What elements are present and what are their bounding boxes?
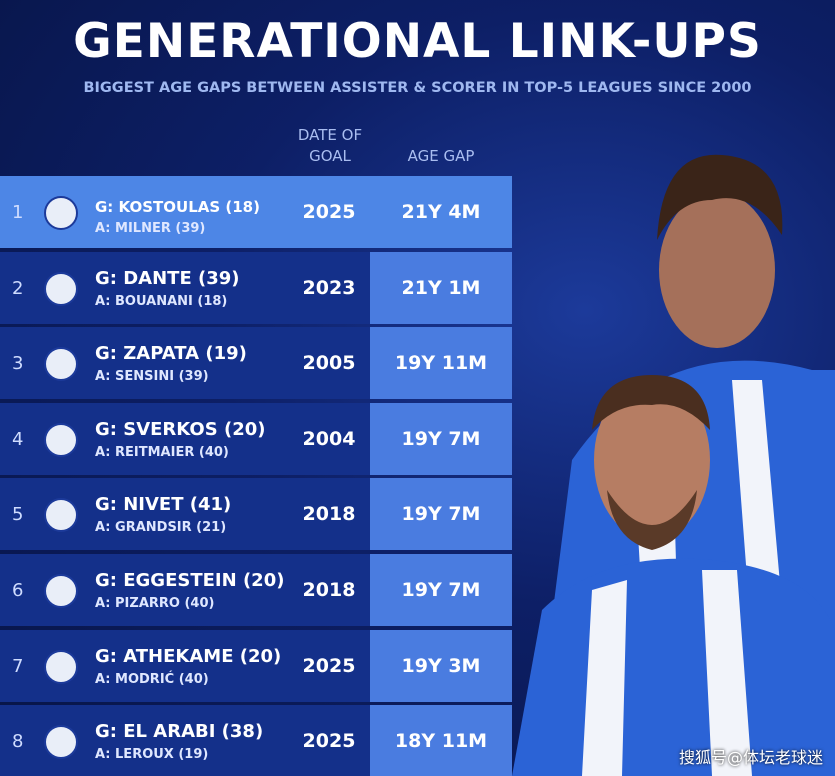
- assister: A: SENSINI (39): [95, 369, 209, 385]
- age-gap: 21Y 4M: [401, 201, 481, 223]
- table-row: 5 G: NIVET (41) A: GRANDSIR (21) 2018 19Y 7M: [0, 478, 512, 551]
- rank: 3: [12, 353, 24, 375]
- column-header: DATE OF GOAL: [290, 125, 370, 167]
- goal-year: 2025: [302, 654, 356, 677]
- column-header-line: DATE OF: [297, 126, 363, 144]
- assister: A: MILNER (39): [95, 221, 206, 236]
- scorer: G: EGGESTEIN (20): [95, 570, 285, 591]
- age-gap: 19Y 7M: [401, 579, 481, 601]
- goal-year: 2005: [302, 352, 356, 375]
- assister: A: LEROUX (19): [95, 747, 209, 763]
- rank: 6: [12, 580, 24, 601]
- goal-year: 2018: [302, 503, 356, 526]
- goal-year: 2025: [302, 730, 356, 753]
- gap-box: [370, 251, 512, 324]
- column-header: AGE GAP: [370, 146, 512, 167]
- age-gap: 18Y 11M: [394, 730, 488, 753]
- rank: 2: [12, 277, 24, 299]
- scorer: G: ZAPATA (19): [95, 343, 247, 365]
- gap-box: [370, 554, 512, 626]
- age-gap: 19Y 7M: [401, 503, 481, 526]
- gap-box: [370, 705, 512, 776]
- rank: 1: [12, 202, 24, 223]
- scorer: G: KOSTOULAS (18): [95, 198, 260, 216]
- gap-box: [370, 402, 512, 475]
- scorer: G: DANTE (39): [95, 267, 240, 289]
- gap-box: [370, 327, 512, 400]
- rank: 7: [12, 655, 24, 677]
- table-row: 3 G: ZAPATA (19) A: SENSINI (39) 2005 19Y 11…: [0, 327, 512, 400]
- assister: A: PIZARRO (40): [95, 596, 215, 611]
- club-badge: [44, 498, 78, 533]
- age-gap: 19Y 7M: [401, 427, 481, 450]
- club-badge: [44, 347, 78, 382]
- club-badge: [44, 196, 78, 230]
- club-badge: [44, 649, 78, 684]
- table-row: 2 G: DANTE (39) A: BOUANANI (18) 2023 21Y 1M: [0, 251, 512, 324]
- scorer: G: NIVET (41): [95, 494, 232, 516]
- club-badge: [44, 271, 78, 306]
- table-row: 7 G: ATHEKAME (20) A: MODRIĆ (40) 2025 19Y 3…: [0, 629, 512, 702]
- table-row: 6 G: EGGESTEIN (20) A: PIZARRO (40) 2018 19Y…: [0, 554, 512, 626]
- rank: 4: [12, 428, 24, 450]
- table-row: 4 G: SVERKOS (20) A: REITMAIER (40) 2004 19Y…: [0, 402, 512, 475]
- subtitle: BIGGEST AGE GAPS BETWEEN ASSISTER & SCOR…: [83, 80, 752, 96]
- club-badge: [44, 574, 78, 608]
- goal-year: 2025: [302, 201, 356, 223]
- scorer: G: ATHEKAME (20): [95, 645, 282, 667]
- assister: A: MODRIĆ (40): [95, 671, 209, 687]
- table-row: 1 G: KOSTOULAS (18) A: MILNER (39) 2025 21Y …: [0, 176, 512, 248]
- column-header-line: GOAL: [309, 147, 351, 165]
- rank: 8: [12, 731, 24, 753]
- scorer: G: EL ARABI (38): [95, 721, 264, 743]
- assister: A: REITMAIER (40): [95, 444, 229, 460]
- assister: A: GRANDSIR (21): [95, 520, 227, 536]
- club-badge: [44, 422, 78, 457]
- age-gap: 21Y 1M: [401, 276, 481, 299]
- goal-year: 2023: [302, 276, 356, 299]
- age-gap: 19Y 3M: [401, 654, 481, 677]
- scorer: G: SVERKOS (20): [95, 418, 266, 440]
- title: GENERATIONAL LINK-UPS: [73, 14, 762, 69]
- rank: 5: [12, 504, 24, 526]
- gap-box: [370, 478, 512, 551]
- goal-year: 2004: [302, 427, 356, 450]
- table-row: 8 G: EL ARABI (38) A: LEROUX (19) 2025 18Y 1…: [0, 705, 512, 776]
- row-bar: [0, 176, 512, 248]
- assister: A: BOUANANI (18): [95, 293, 228, 309]
- player-photo: [512, 154, 835, 776]
- goal-year: 2018: [302, 579, 356, 601]
- age-gap: 19Y 11M: [394, 352, 488, 375]
- gap-box: [370, 629, 512, 702]
- watermark: 搜狐号@体坛老球迷: [678, 748, 823, 767]
- club-badge: [44, 725, 78, 760]
- column-header-line: AGE GAP: [407, 147, 475, 165]
